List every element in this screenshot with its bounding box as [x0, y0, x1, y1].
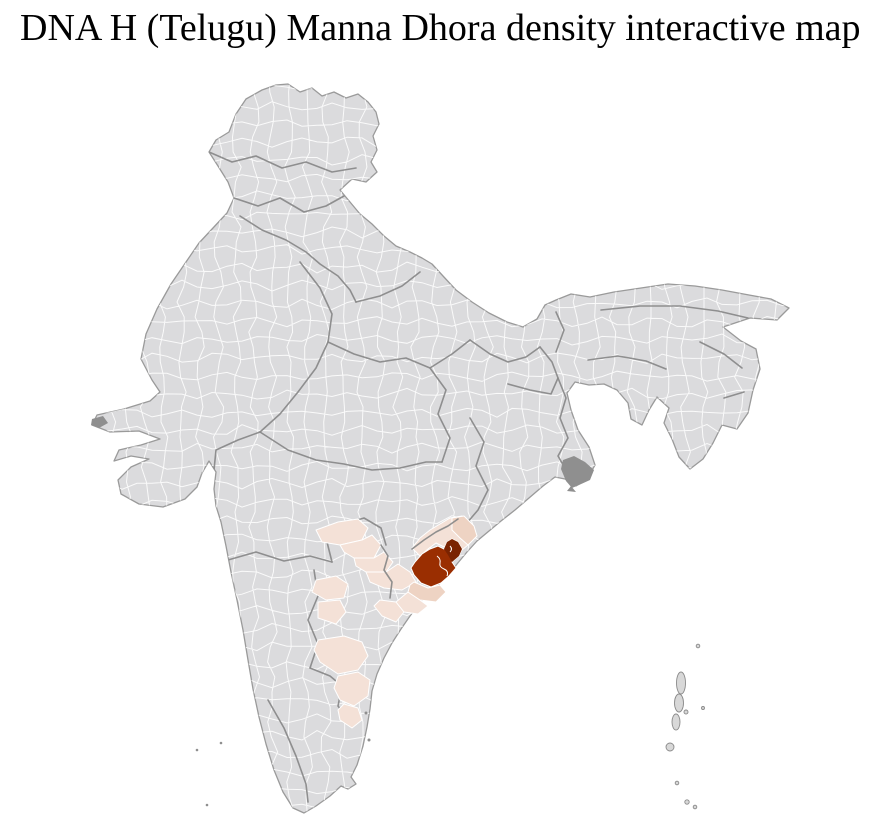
delta-speck: [567, 486, 576, 492]
district-shaded-low[interactable]: [337, 703, 363, 729]
page-title: DNA H (Telugu) Manna Dhora density inter…: [20, 7, 861, 49]
district-shaded-low[interactable]: [365, 563, 417, 591]
lakshadweep-island: [205, 803, 209, 807]
sundarbans-delta: [561, 456, 594, 488]
district-shaded-low[interactable]: [311, 575, 349, 601]
district-shaded-low[interactable]: [339, 534, 382, 559]
district-shaded-low[interactable]: [313, 635, 369, 675]
district-shaded-medium[interactable]: [451, 515, 478, 546]
state-borders-over-shading: [380, 518, 459, 599]
coast-speck: [364, 711, 368, 715]
lakshadweep-island: [219, 741, 223, 745]
district-shaded-highest[interactable]: [444, 539, 462, 562]
coast-speck: [367, 738, 371, 742]
shaded-districts: [311, 515, 478, 729]
district-inner-border: [449, 545, 452, 553]
district-shaded-low[interactable]: [353, 551, 394, 573]
coastal-features: [91, 416, 594, 807]
district-inner-border: [436, 555, 449, 577]
lakshadweep-island: [195, 748, 199, 752]
district-shaded-low[interactable]: [317, 599, 347, 625]
district-shaded-low[interactable]: [333, 671, 371, 707]
andaman-nicobar-islands: [665, 643, 705, 810]
district-shaded-low[interactable]: [315, 518, 369, 546]
kutch-creek: [91, 416, 108, 428]
